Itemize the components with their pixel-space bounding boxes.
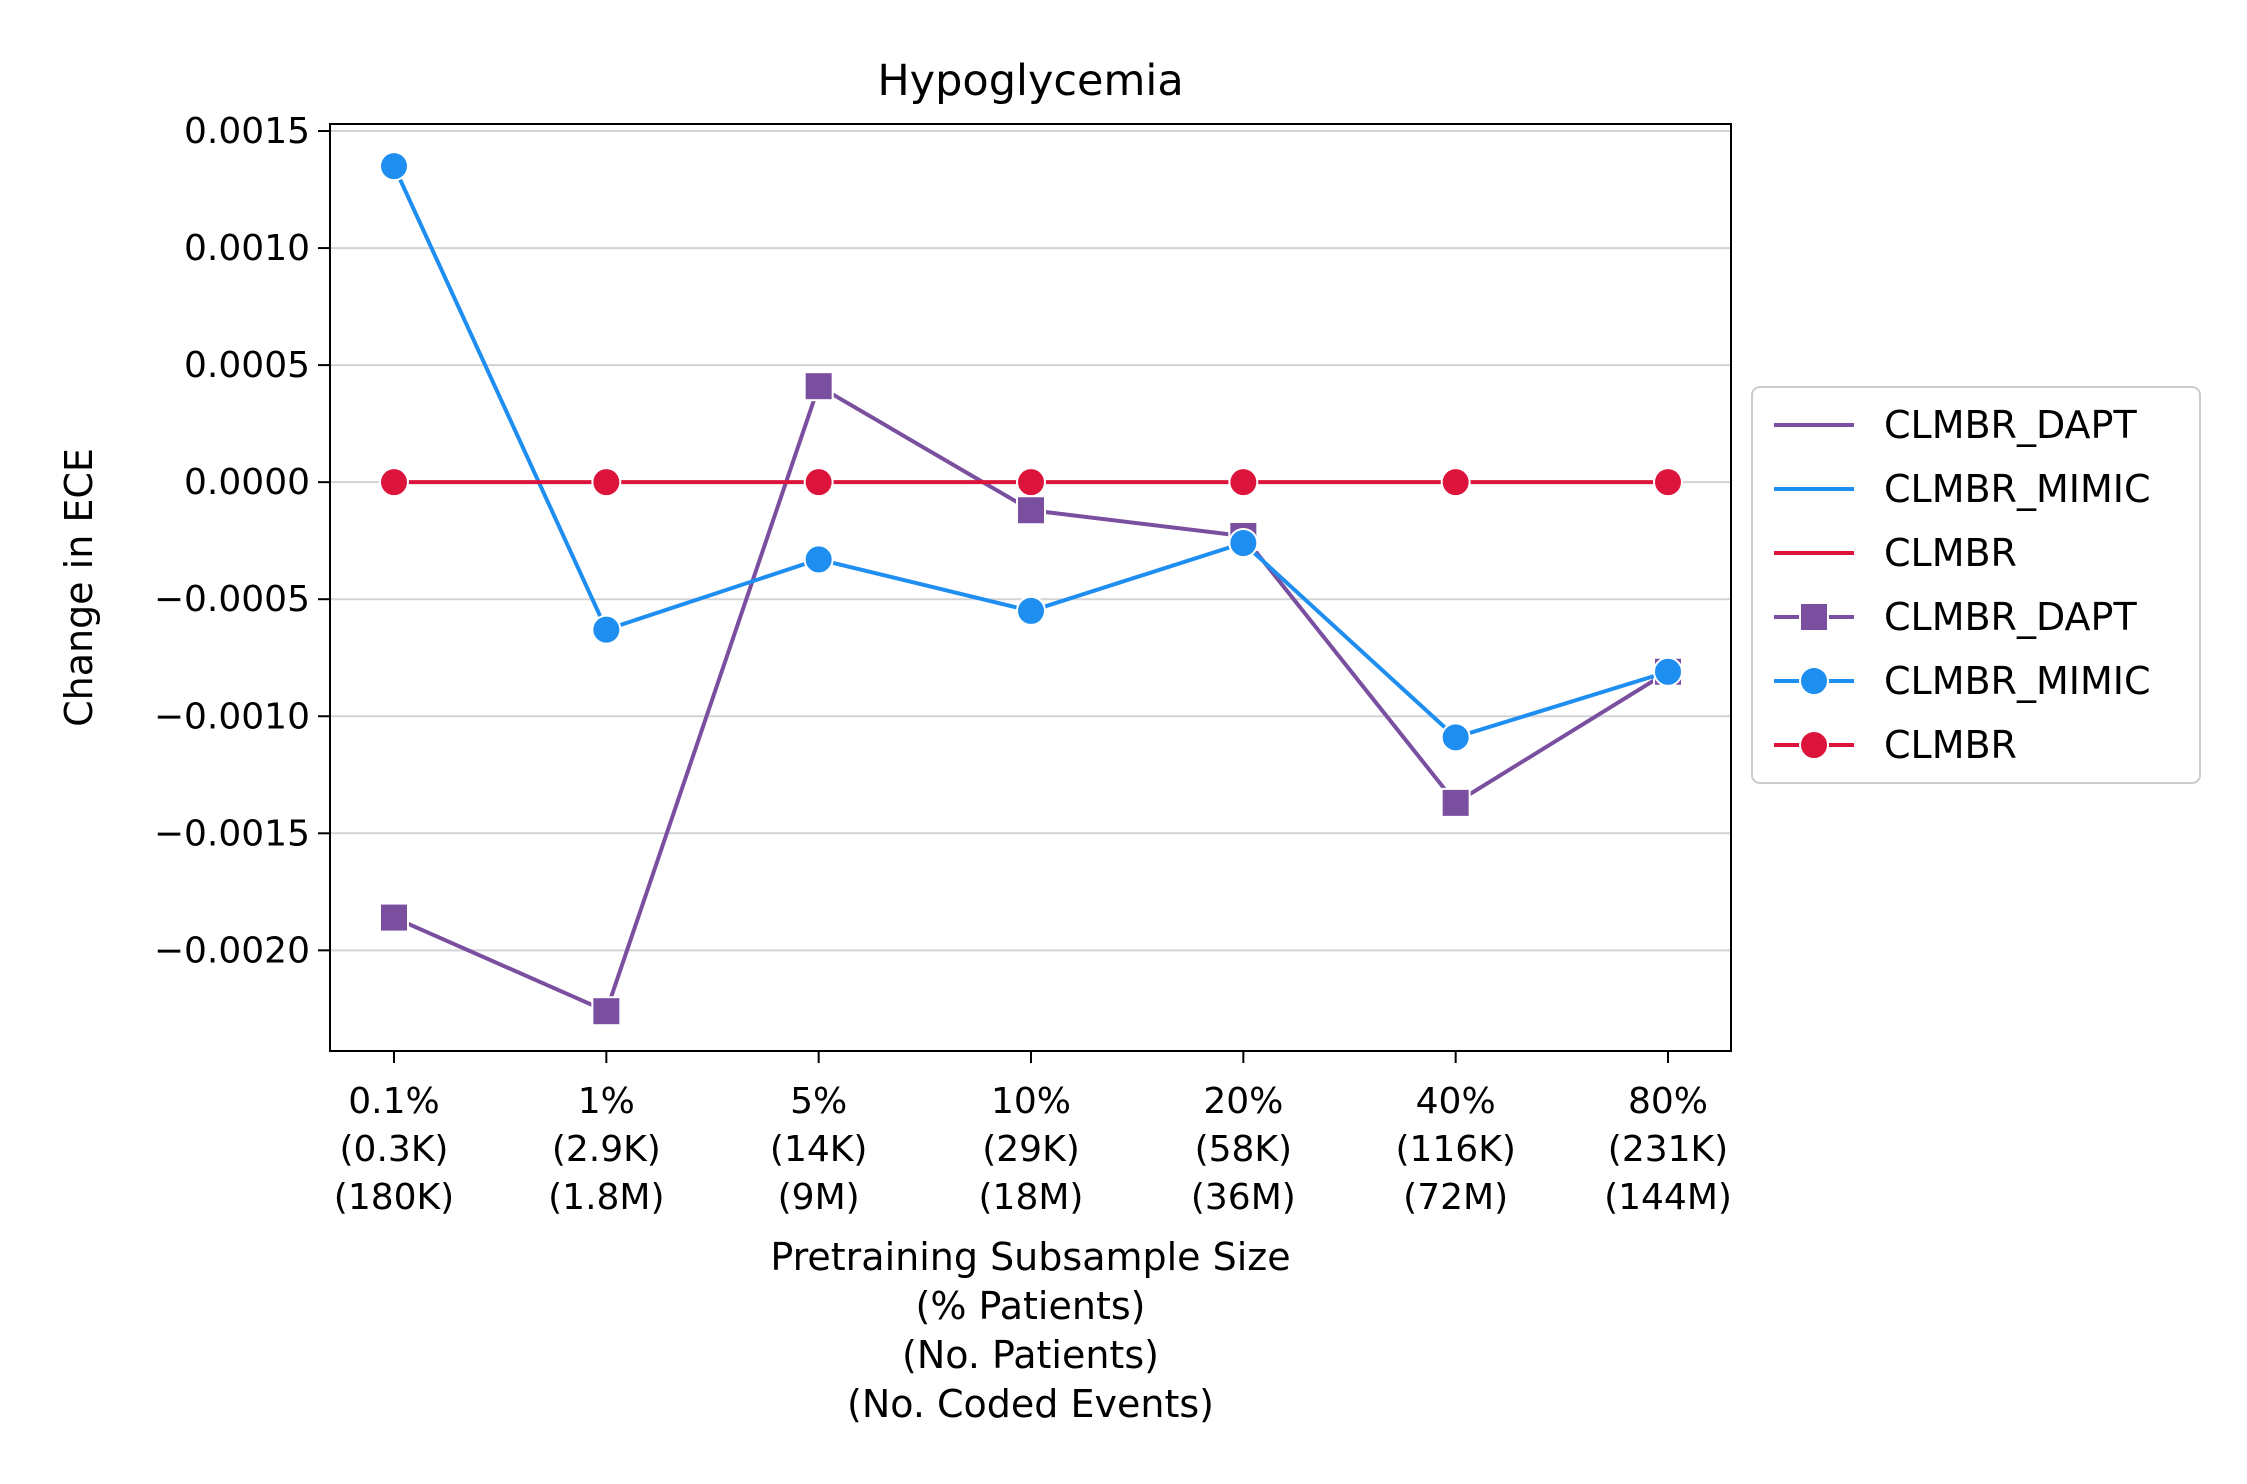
legend-label: CLMBR_MIMIC [1884, 467, 2150, 511]
x-tick-label: (72M) [1403, 1177, 1508, 1218]
data-point [1653, 656, 1683, 687]
data-point [1440, 787, 1471, 818]
y-tick-label: 0.0015 [184, 111, 310, 152]
y-axis: 0.0015 0.0010 0.0005 0.0000 −0.0005 −0.0010 −0… [154, 111, 330, 971]
data-point [379, 467, 409, 498]
x-tick-label: 40% [1416, 1081, 1496, 1122]
x-tick-label: 80% [1628, 1081, 1708, 1122]
x-tick-label: 0.1% [348, 1081, 439, 1122]
legend-item: CLMBR_MIMIC [1774, 467, 2150, 511]
data-point [1016, 595, 1046, 626]
legend-marker-swatch [1799, 730, 1829, 760]
x-tick-label: (36M) [1191, 1177, 1296, 1218]
x-tick-label: 5% [790, 1081, 847, 1122]
data-point [1440, 467, 1471, 498]
legend-item: CLMBR [1774, 531, 2017, 575]
legend: CLMBR_DAPT CLMBR_MIMIC CLMBR CLMBR_DAPT CLMB… [1751, 386, 2201, 784]
x-axis-label-line: Pretraining Subsample Size [770, 1235, 1290, 1279]
data-point [1016, 495, 1046, 526]
legend-label: CLMBR_DAPT [1884, 403, 2137, 447]
series-layer [379, 151, 1683, 1027]
legend-label: CLMBR_DAPT [1884, 595, 2137, 639]
y-tick-label: −0.0005 [154, 579, 310, 620]
x-tick-label: (29K) [982, 1129, 1080, 1170]
x-tick-label: (14K) [770, 1129, 868, 1170]
data-point [1228, 528, 1259, 559]
x-tick-label: (18M) [979, 1177, 1084, 1218]
x-tick-label: (144M) [1604, 1177, 1732, 1218]
y-axis-label: Change in ECE [57, 448, 101, 727]
x-tick-label: (58K) [1195, 1129, 1293, 1170]
data-point [803, 544, 834, 575]
data-point [803, 371, 834, 402]
x-tick-label: (9M) [778, 1177, 860, 1218]
x-tick-label: (116K) [1395, 1129, 1515, 1170]
x-axis-label-line: (% Patients) [916, 1284, 1146, 1328]
legend-item: CLMBR [1774, 723, 2017, 767]
legend-label: CLMBR [1884, 723, 2017, 767]
x-axis-label-line: (No. Patients) [902, 1333, 1159, 1377]
data-point [591, 996, 622, 1027]
x-tick-label: 20% [1203, 1081, 1283, 1122]
y-tick-label: −0.0010 [154, 696, 310, 737]
legend-item: CLMBR_DAPT [1774, 595, 2137, 639]
data-point [803, 467, 834, 498]
x-axis-label: Pretraining Subsample Size (% Patients) (N… [770, 1235, 1290, 1426]
legend-label: CLMBR_MIMIC [1884, 659, 2150, 703]
legend-marker-swatch [1799, 602, 1829, 632]
data-point [1653, 467, 1683, 498]
data-point [591, 467, 622, 498]
series-clmbr-mimic [379, 151, 1683, 753]
x-tick-label: (0.3K) [340, 1129, 449, 1170]
series-clmbr [379, 467, 1683, 498]
x-tick-label: 10% [991, 1081, 1071, 1122]
x-axis: 0.1% (0.3K) (180K) 1% (2.9K) (1.8M) 5% (14K) (9M… [334, 1051, 1732, 1218]
y-tick-label: −0.0015 [154, 813, 310, 854]
legend-item: CLMBR_MIMIC [1774, 659, 2150, 703]
data-point [591, 614, 622, 645]
data-point [1440, 722, 1471, 753]
legend-box [1751, 386, 2201, 784]
legend-item: CLMBR_DAPT [1774, 403, 2137, 447]
y-tick-label: −0.0020 [154, 930, 310, 971]
x-tick-label: (2.9K) [552, 1129, 661, 1170]
x-tick-label: (231K) [1608, 1129, 1728, 1170]
y-tick-label: 0.0010 [184, 228, 310, 269]
y-tick-label: 0.0005 [184, 345, 310, 386]
x-tick-label: (180K) [334, 1177, 454, 1218]
data-point [1228, 467, 1259, 498]
data-point [1016, 467, 1046, 498]
legend-label: CLMBR [1884, 531, 2017, 575]
y-tick-label: 0.0000 [184, 462, 310, 503]
x-axis-label-line: (No. Coded Events) [847, 1382, 1214, 1426]
chart-title: Hypoglycemia [877, 56, 1183, 106]
x-tick-label: 1% [578, 1081, 635, 1122]
data-point [379, 151, 409, 182]
data-point [379, 902, 409, 933]
legend-marker-swatch [1799, 666, 1829, 696]
x-tick-label: (1.8M) [548, 1177, 664, 1218]
